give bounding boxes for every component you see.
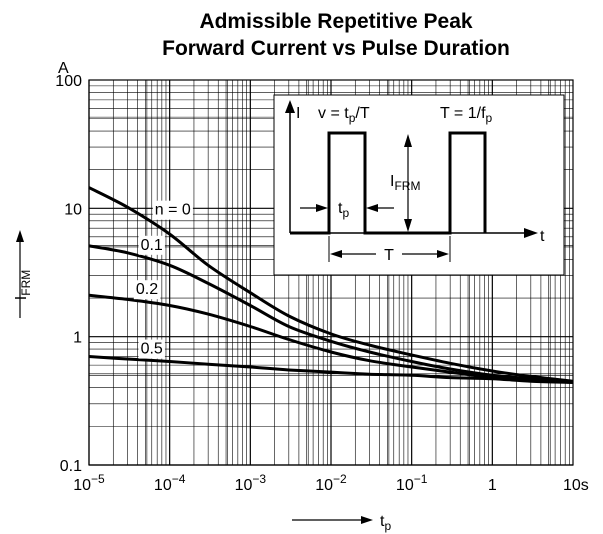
inset-period-label: T: [384, 247, 394, 264]
y-axis-label-main: I: [13, 296, 30, 300]
x-axis-arrow-head: [361, 516, 373, 524]
inset-ifrm-arrow-top: [404, 134, 412, 147]
inset-ifrm-arrow-bottom: [404, 219, 412, 232]
x-tick-exp: −5: [91, 472, 105, 486]
y-axis-label: IFRM: [13, 270, 33, 300]
x-tick-exp: −2: [333, 472, 347, 486]
y-axis-arrow-head: [16, 230, 24, 242]
inset-formula-v: v = tp/T: [318, 105, 370, 125]
x-tick-label: 10−1: [396, 472, 428, 494]
x-tick-base: 10: [73, 477, 91, 494]
y-tick-label: 1: [73, 330, 82, 347]
inset-formula-T: T = 1/fp: [440, 105, 493, 125]
inset-t-axis-arrow: [524, 228, 538, 238]
x-tick-label: 10−5: [73, 472, 105, 494]
x-tick-base: 10: [396, 477, 414, 494]
series-line: [88, 244, 574, 384]
y-unit-label: A: [58, 60, 69, 77]
x-axis-label-sub: p: [384, 519, 391, 533]
x-tick-label: 10−3: [235, 472, 267, 494]
x-tick-label: 10s: [563, 477, 589, 494]
y-axis-label-sub: FRM: [19, 270, 33, 296]
inset-formula-v-tail: /T: [355, 105, 369, 122]
svg-text:IFRM: IFRM: [13, 270, 33, 300]
inset-pulse-waveform: [290, 131, 487, 235]
series-group: n = 0 0.1 0.2 0.5: [88, 186, 574, 384]
inset-formula-v-sub: p: [349, 111, 356, 125]
inset-tp-label: tp: [338, 200, 349, 220]
inset-tp-sub: p: [342, 206, 349, 220]
y-tick-label: 100: [55, 73, 82, 90]
series-label: 0.1: [141, 237, 163, 254]
series-label: n = 0: [155, 202, 191, 219]
inset-formula-T-main: T = 1/f: [440, 105, 486, 122]
series-line: [88, 186, 574, 383]
inset-ifrm-label: IFRM: [390, 173, 420, 193]
x-tick-base: 10: [154, 477, 172, 494]
x-tick-base: 10s: [563, 477, 589, 494]
x-tick-exp: −1: [414, 472, 428, 486]
x-tick-exp: −4: [172, 472, 186, 486]
series-label: 0.5: [141, 341, 163, 358]
inset-tp-main: t: [338, 200, 343, 217]
inset-period-arrow-left: [330, 250, 342, 258]
inset-ifrm-main: I: [390, 173, 394, 190]
x-tick-base: 1: [488, 477, 497, 494]
inset-box: [273, 94, 565, 276]
chart-title-line1: Admissible Repetitive Peak: [199, 10, 472, 33]
inset-tp-arrow-right-head: [366, 204, 378, 212]
inset-tp-arrow-left-head: [316, 204, 328, 212]
series-line: [88, 355, 574, 384]
series-label-bg: [133, 280, 161, 300]
inset-period-arrow-right: [437, 250, 449, 258]
inset-t-label: t: [540, 228, 545, 245]
x-axis-label: tp: [380, 513, 391, 533]
y-tick-label: 0.1: [60, 458, 82, 475]
series-label: 0.2: [136, 281, 158, 298]
series-label-bg: [138, 235, 165, 255]
plot-frame: [88, 79, 574, 466]
x-tick-label: 1: [488, 477, 497, 494]
inset-ifrm-sub: FRM: [394, 179, 420, 193]
series-label-bg: [138, 339, 165, 359]
inset-diagram: I t v = tp/T T = 1/fp IFRM tp T: [273, 94, 565, 276]
inset-formula-T-sub: p: [486, 111, 493, 125]
chart-title-line2: Forward Current vs Pulse Duration: [162, 37, 510, 60]
x-tick-label: 10−2: [315, 472, 347, 494]
x-tick-exp: −3: [252, 472, 266, 486]
x-tick-base: 10: [235, 477, 253, 494]
inset-i-axis-arrow: [285, 100, 295, 113]
y-tick-label: 10: [64, 201, 82, 218]
x-axis-label-main: t: [380, 513, 385, 530]
x-tick-base: 10: [315, 477, 333, 494]
series-label-bg: [152, 200, 193, 220]
inset-i-label: I: [296, 105, 300, 122]
inset-formula-v-main: v = t: [318, 105, 349, 122]
x-tick-label: 10−4: [154, 472, 186, 494]
